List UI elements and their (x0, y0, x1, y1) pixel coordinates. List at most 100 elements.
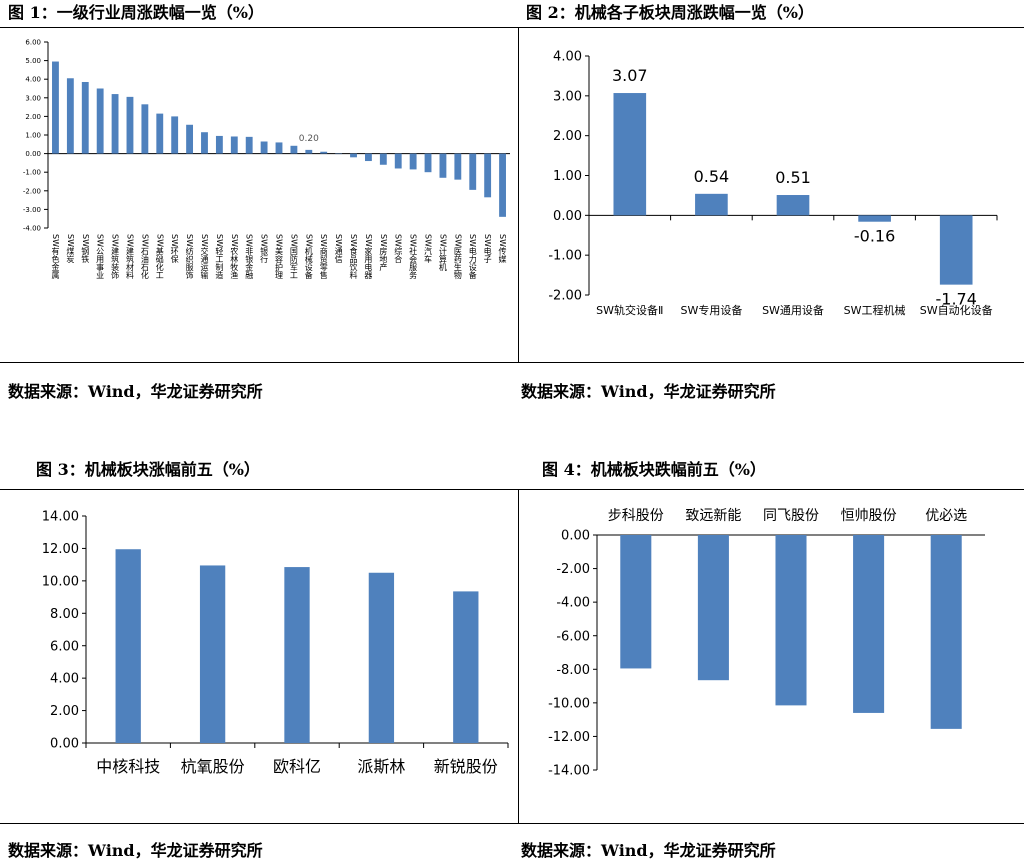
category-label: 同飞股份 (763, 508, 819, 524)
bar (335, 153, 343, 155)
category-label: 致远新能 (685, 508, 741, 524)
category-label: 步科股份 (608, 508, 664, 524)
category-label: SW机械设备 (304, 234, 313, 280)
category-label: SW家用电器 (364, 234, 373, 280)
category-label: 中核科技 (96, 757, 160, 776)
y-tick-label: 2.00 (50, 704, 79, 719)
bar (469, 153, 477, 190)
bar (156, 113, 164, 154)
category-label: SW通信 (334, 234, 343, 264)
y-tick-label: -6.00 (556, 629, 590, 644)
y-tick-label: 0.00 (553, 209, 582, 224)
category-label: SW社会服务 (409, 234, 418, 280)
bar (111, 94, 119, 154)
y-tick-label: -2.00 (556, 562, 590, 577)
data-label: -1.74 (935, 290, 976, 309)
frame-top-rule (0, 27, 1024, 28)
y-tick-label: -4.00 (23, 224, 41, 232)
data-label: 0.54 (694, 167, 730, 186)
category-label: SW汽车 (424, 234, 433, 264)
bar (775, 535, 807, 706)
bar (364, 153, 372, 162)
category-label: SW纺织服饰 (185, 234, 194, 280)
category-label: SW房地产 (379, 234, 388, 272)
y-tick-label: 1.00 (25, 131, 41, 139)
y-tick-label: -4.00 (556, 596, 590, 611)
bar (409, 153, 417, 170)
figure-4-source: 数据来源：Wind，华龙证券研究所 (521, 841, 776, 860)
y-tick-label: 2.00 (553, 129, 582, 144)
bar (96, 88, 104, 154)
chart-top5-gainers: 14.00 12.00 10.00 8.00 6.00 4.00 2.00 0.00 中核科技 杭… (42, 510, 509, 776)
bar (939, 215, 973, 285)
figure-1-title: 图 1：一级行业周涨跌幅一览（%） (8, 3, 264, 22)
bar (171, 116, 179, 154)
category-label: SW农林牧渔 (230, 234, 239, 279)
y-tick-label: 1.00 (553, 169, 582, 184)
bar (245, 136, 253, 154)
category-label: SW计算机 (438, 234, 447, 272)
bar (81, 81, 89, 154)
category-label: 优必选 (925, 508, 967, 524)
bar (613, 93, 647, 216)
figure-1-source: 数据来源：Wind，华龙证券研究所 (8, 382, 263, 401)
category-label: SW商贸零售 (319, 234, 328, 280)
bar (484, 153, 492, 198)
y-tick-label: 4.00 (25, 76, 41, 84)
bar (126, 96, 134, 154)
category-label: SW有色金属 (51, 234, 60, 280)
category-label: SW通用设备 (762, 303, 824, 317)
category-label: SW专用设备 (680, 303, 742, 317)
bar (186, 124, 194, 154)
category-label: SW医药生物 (453, 234, 462, 280)
category-label: SW环保 (170, 234, 179, 264)
y-tick-label: 0.00 (561, 529, 590, 544)
y-tick-label: -12.00 (548, 730, 590, 745)
frame-rule-3 (0, 823, 1024, 824)
y-tick-label: 6.00 (25, 38, 41, 46)
frame-rule-1 (0, 362, 1024, 363)
y-tick-label: 14.00 (42, 510, 79, 525)
bar (620, 535, 652, 669)
y-tick-label: 4.00 (50, 672, 79, 687)
y-tick-label: -2.00 (23, 187, 41, 195)
bar (305, 149, 313, 154)
bar (499, 153, 506, 217)
data-label: 0.20 (299, 134, 319, 144)
bar (141, 104, 149, 154)
bar (776, 195, 810, 216)
bar (350, 153, 357, 158)
bar (66, 78, 74, 154)
category-label: SW传媒 (498, 234, 507, 264)
y-tick-label: -8.00 (556, 663, 590, 678)
y-tick-label: -2.00 (548, 289, 582, 304)
bar (394, 153, 402, 169)
y-tick-label: 0.00 (50, 737, 79, 752)
category-label: SW煤炭 (66, 234, 75, 264)
category-label: 派斯林 (357, 757, 405, 776)
chart-top5-losers: 0.00 -2.00 -4.00 -6.00 -8.00 -10.00 -12.00 -14.… (548, 508, 985, 779)
category-label: SW自动化设备 (920, 303, 993, 317)
y-tick-label: -1.00 (548, 249, 582, 264)
bar (439, 153, 447, 178)
bar (215, 135, 223, 154)
category-label: SW银行 (260, 234, 269, 264)
category-label: SW轻工制造 (215, 234, 224, 280)
category-label: SW电子 (483, 234, 492, 263)
y-tick-label: 5.00 (25, 57, 41, 65)
bar (290, 145, 298, 154)
bar (858, 215, 891, 222)
category-label: 新锐股份 (434, 757, 498, 776)
y-tick-label: -1.00 (23, 169, 41, 177)
data-label: 3.07 (612, 66, 648, 85)
bar (853, 535, 885, 713)
bar (320, 151, 328, 154)
bar (379, 153, 387, 165)
category-label: 杭氧股份 (181, 757, 245, 776)
figure-2-source: 数据来源：Wind，华龙证券研究所 (521, 382, 776, 401)
bar (115, 549, 141, 743)
category-label: SW建筑装饰 (111, 234, 120, 280)
y-tick-label: 4.00 (553, 50, 582, 65)
category-label: SW公用事业 (96, 234, 105, 279)
y-tick-label: 6.00 (50, 639, 79, 654)
